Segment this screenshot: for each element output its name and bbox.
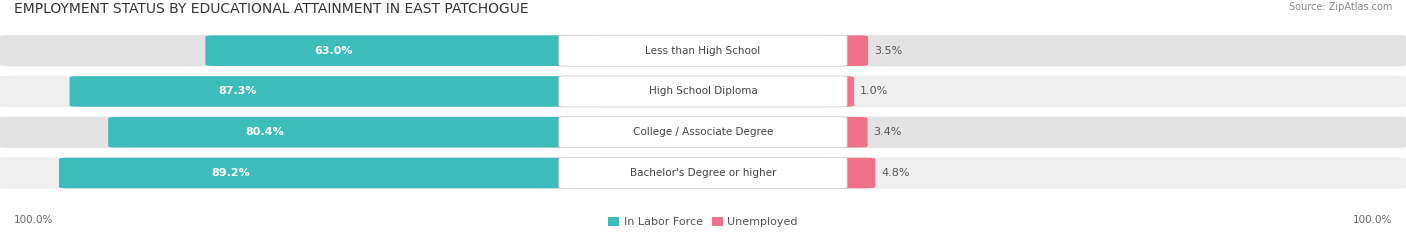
FancyBboxPatch shape bbox=[205, 35, 602, 66]
Text: 87.3%: 87.3% bbox=[219, 86, 257, 96]
FancyBboxPatch shape bbox=[560, 35, 846, 66]
Text: 89.2%: 89.2% bbox=[211, 168, 250, 178]
Text: 4.8%: 4.8% bbox=[882, 168, 910, 178]
Text: EMPLOYMENT STATUS BY EDUCATIONAL ATTAINMENT IN EAST PATCHOGUE: EMPLOYMENT STATUS BY EDUCATIONAL ATTAINM… bbox=[14, 2, 529, 16]
Text: 3.5%: 3.5% bbox=[873, 46, 903, 56]
FancyBboxPatch shape bbox=[821, 117, 868, 147]
FancyBboxPatch shape bbox=[821, 35, 868, 66]
FancyBboxPatch shape bbox=[0, 35, 1406, 66]
FancyBboxPatch shape bbox=[821, 76, 853, 107]
Text: Less than High School: Less than High School bbox=[645, 46, 761, 56]
Text: 63.0%: 63.0% bbox=[314, 46, 353, 56]
FancyBboxPatch shape bbox=[0, 157, 1406, 189]
FancyBboxPatch shape bbox=[69, 76, 602, 107]
Text: 3.4%: 3.4% bbox=[873, 127, 901, 137]
Text: 100.0%: 100.0% bbox=[1353, 215, 1392, 225]
FancyBboxPatch shape bbox=[560, 158, 846, 188]
Text: 80.4%: 80.4% bbox=[246, 127, 284, 137]
FancyBboxPatch shape bbox=[59, 158, 602, 188]
Text: 1.0%: 1.0% bbox=[859, 86, 889, 96]
Text: Source: ZipAtlas.com: Source: ZipAtlas.com bbox=[1288, 2, 1392, 12]
Text: Bachelor's Degree or higher: Bachelor's Degree or higher bbox=[630, 168, 776, 178]
Text: High School Diploma: High School Diploma bbox=[648, 86, 758, 96]
FancyBboxPatch shape bbox=[821, 158, 876, 188]
Text: College / Associate Degree: College / Associate Degree bbox=[633, 127, 773, 137]
Legend: In Labor Force, Unemployed: In Labor Force, Unemployed bbox=[609, 217, 797, 227]
FancyBboxPatch shape bbox=[0, 116, 1406, 148]
FancyBboxPatch shape bbox=[560, 117, 846, 148]
FancyBboxPatch shape bbox=[108, 117, 602, 147]
FancyBboxPatch shape bbox=[0, 76, 1406, 107]
Text: 100.0%: 100.0% bbox=[14, 215, 53, 225]
FancyBboxPatch shape bbox=[560, 76, 846, 107]
